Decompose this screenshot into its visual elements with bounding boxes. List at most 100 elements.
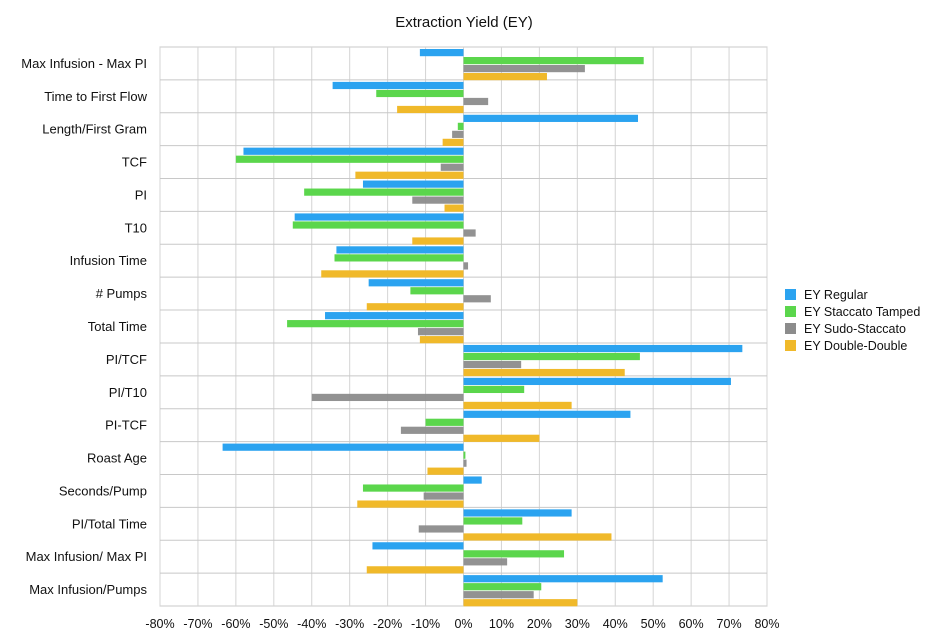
bar-ey-sudo-staccato — [440, 163, 464, 171]
x-tick-label: -70% — [183, 617, 212, 631]
bar-ey-sudo-staccato — [412, 196, 464, 204]
bar-ey-double-double — [412, 237, 464, 245]
category-label: # Pumps — [96, 286, 148, 301]
legend-swatch — [785, 323, 796, 334]
bar-ey-staccato-tamped — [425, 418, 464, 426]
legend-swatch — [785, 306, 796, 317]
bar-ey-staccato-tamped — [457, 122, 464, 130]
x-tick-label: 70% — [717, 617, 742, 631]
bar-ey-sudo-staccato — [418, 525, 464, 533]
x-tick-label: 10% — [489, 617, 514, 631]
bar-ey-sudo-staccato — [311, 393, 464, 402]
bar-ey-double-double — [366, 566, 464, 574]
category-label: Seconds/Pump — [59, 483, 147, 498]
x-tick-label: 50% — [641, 617, 666, 631]
bar-ey-staccato-tamped — [463, 517, 523, 525]
legend-label: EY Regular — [804, 288, 868, 302]
x-tick-label: 40% — [603, 617, 628, 631]
bar-ey-double-double — [444, 204, 464, 212]
bar-ey-staccato-tamped — [287, 320, 464, 328]
x-tick-label: 60% — [679, 617, 704, 631]
bar-ey-sudo-staccato — [463, 459, 467, 467]
bar-ey-sudo-staccato — [452, 130, 464, 138]
bar-ey-regular — [463, 476, 482, 484]
bar-ey-double-double — [366, 303, 464, 311]
x-tick-label: 30% — [565, 617, 590, 631]
bar-ey-double-double — [397, 105, 464, 114]
category-label: PI — [135, 187, 147, 202]
bar-ey-staccato-tamped — [362, 484, 464, 492]
category-label: Max Infusion - Max PI — [21, 56, 147, 71]
legend: EY Regular EY Staccato Tamped EY Sudo-Stac… — [785, 288, 920, 353]
legend-label: EY Staccato Tamped — [804, 305, 920, 319]
category-label: TCF — [122, 155, 147, 170]
bar-ey-staccato-tamped — [292, 221, 464, 229]
category-label: Time to First Flow — [44, 89, 147, 104]
bar-ey-staccato-tamped — [463, 451, 466, 459]
category-label: PI/TCF — [106, 352, 147, 367]
bar-ey-regular — [336, 246, 464, 254]
bar-ey-regular — [419, 49, 464, 57]
x-tick-label: 0% — [454, 617, 472, 631]
bar-ey-staccato-tamped — [463, 57, 644, 65]
legend-label: EY Double-Double — [804, 339, 907, 353]
bar-ey-regular — [332, 81, 464, 90]
bar-ey-sudo-staccato — [463, 229, 476, 237]
x-tick-label: -10% — [411, 617, 440, 631]
bar-ey-regular — [222, 443, 464, 451]
bar-ey-regular — [294, 213, 464, 221]
category-label: T10 — [125, 220, 147, 235]
bar-ey-sudo-staccato — [417, 328, 464, 336]
bar-ey-double-double — [355, 171, 464, 179]
bar-ey-regular — [325, 312, 464, 320]
bar-ey-regular — [463, 509, 572, 517]
bar-ey-double-double — [463, 401, 572, 410]
bar-ey-double-double — [357, 500, 464, 508]
bar-ey-sudo-staccato — [463, 360, 522, 369]
legend-swatch — [785, 340, 796, 351]
bar-ey-sudo-staccato — [400, 426, 464, 434]
bar-ey-sudo-staccato — [463, 295, 491, 303]
category-label: Max Infusion/Pumps — [29, 582, 147, 597]
x-tick-label: -20% — [373, 617, 402, 631]
bar-ey-regular — [243, 147, 464, 155]
x-tick-label: -80% — [145, 617, 174, 631]
bar-ey-regular — [463, 114, 639, 122]
bar-ey-regular — [362, 180, 464, 188]
category-label: Roast Age — [87, 451, 147, 466]
bar-ey-sudo-staccato — [423, 492, 464, 500]
category-label: Length/First Gram — [42, 122, 147, 137]
bar-ey-staccato-tamped — [410, 287, 464, 295]
category-labels: Max Infusion - Max PI Time to First Flow L… — [21, 56, 147, 597]
bar-ey-regular — [372, 542, 464, 550]
x-tick-label: -60% — [221, 617, 250, 631]
bar-ey-sudo-staccato — [463, 558, 508, 566]
x-tick-label: -40% — [297, 617, 326, 631]
bar-ey-double-double — [463, 533, 612, 541]
bar-ey-double-double — [427, 467, 464, 475]
bar-ey-double-double — [419, 336, 464, 344]
x-tick-label: 80% — [754, 617, 779, 631]
category-label: Infusion Time — [70, 253, 147, 268]
bar-ey-sudo-staccato — [463, 591, 534, 599]
x-tick-label: 20% — [527, 617, 552, 631]
bar-ey-double-double — [463, 599, 578, 607]
category-label: Max Infusion/ Max PI — [26, 549, 147, 564]
bar-ey-regular — [368, 279, 464, 287]
bar-ey-regular — [463, 344, 743, 353]
category-label: PI/T10 — [109, 385, 147, 400]
bar-ey-staccato-tamped — [463, 583, 542, 591]
bar-ey-sudo-staccato — [463, 97, 489, 106]
bar-ey-staccato-tamped — [463, 550, 565, 558]
bar-ey-staccato-tamped — [334, 254, 464, 262]
category-label: PI-TCF — [105, 418, 147, 433]
bar-ey-double-double — [463, 368, 625, 377]
legend-swatch — [785, 289, 796, 300]
bar-ey-staccato-tamped — [304, 188, 464, 196]
bar-ey-regular — [463, 410, 631, 418]
x-tick-label: -50% — [259, 617, 288, 631]
bar-ey-staccato-tamped — [376, 89, 464, 98]
bar-ey-sudo-staccato — [463, 262, 469, 270]
bar-ey-staccato-tamped — [463, 352, 640, 361]
